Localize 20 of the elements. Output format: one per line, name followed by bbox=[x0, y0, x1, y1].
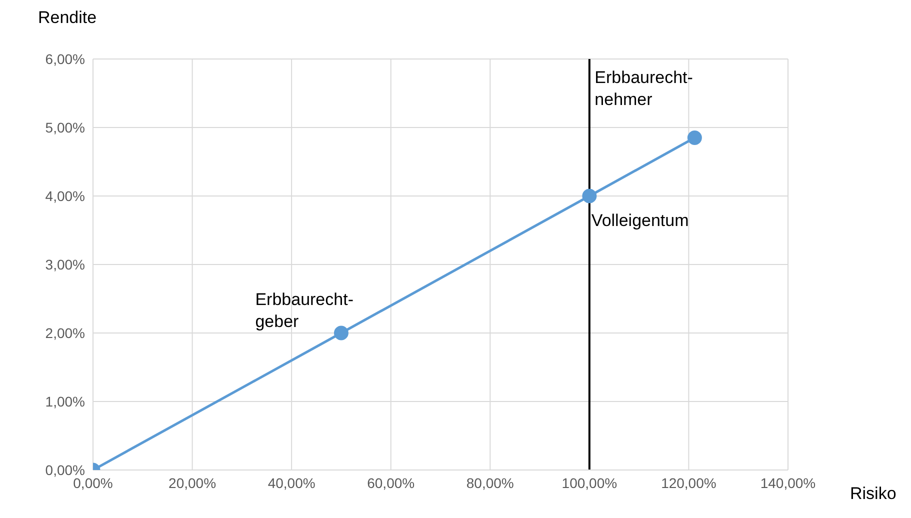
annotation: Erbbaurecht- nehmer bbox=[594, 68, 693, 109]
x-tick-label: 40,00% bbox=[268, 474, 316, 491]
x-axis-title: Risiko bbox=[850, 484, 896, 504]
y-tick-label: 6,00% bbox=[45, 50, 85, 67]
y-tick-label: 1,00% bbox=[45, 393, 85, 410]
y-tick-label: 5,00% bbox=[45, 119, 85, 136]
x-tick-label: 60,00% bbox=[367, 474, 415, 491]
y-tick-label: 3,00% bbox=[45, 256, 85, 272]
y-tick-label: 4,00% bbox=[45, 188, 85, 204]
y-axis-title: Rendite bbox=[38, 8, 97, 28]
x-tick-label: 80,00% bbox=[466, 474, 514, 491]
x-tick-label: 120,00% bbox=[661, 474, 716, 491]
y-tick-label: 2,00% bbox=[45, 324, 85, 341]
annotation: Erbbaurecht- geber bbox=[255, 290, 354, 331]
x-tick-label: 100,00% bbox=[562, 474, 618, 491]
point bbox=[687, 130, 702, 146]
point bbox=[582, 188, 597, 204]
x-tick-label: 20,00% bbox=[168, 474, 216, 491]
x-tick-label: 140,00% bbox=[760, 474, 816, 491]
annotation: Volleigentum bbox=[591, 211, 689, 230]
